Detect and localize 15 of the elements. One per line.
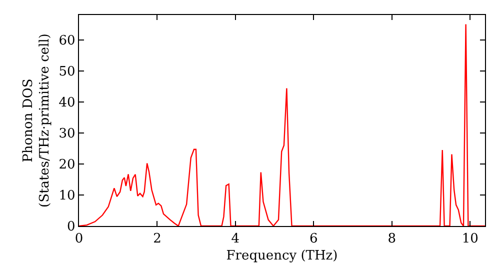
y-axis-title: Phonon DOS (States/THz·primitive cell) bbox=[20, 33, 53, 208]
x-tick-label: 4 bbox=[231, 232, 240, 247]
y-tick-label: 20 bbox=[58, 157, 76, 172]
x-tick-label: 6 bbox=[310, 232, 318, 247]
y-tick-label: 60 bbox=[58, 33, 76, 48]
y-tick-label: 0 bbox=[67, 220, 76, 235]
y-tick-label: 10 bbox=[58, 188, 76, 204]
line-series bbox=[79, 24, 485, 226]
y-tick-label: 30 bbox=[58, 126, 76, 142]
x-axis-title: Frequency (THz) bbox=[226, 248, 338, 264]
x-tick-label: 10 bbox=[462, 232, 478, 247]
x-tick-label: 2 bbox=[153, 232, 162, 247]
y-tick-label: 40 bbox=[58, 95, 76, 110]
y-tick-label: 50 bbox=[58, 64, 76, 80]
x-tick-label: 8 bbox=[388, 232, 396, 247]
